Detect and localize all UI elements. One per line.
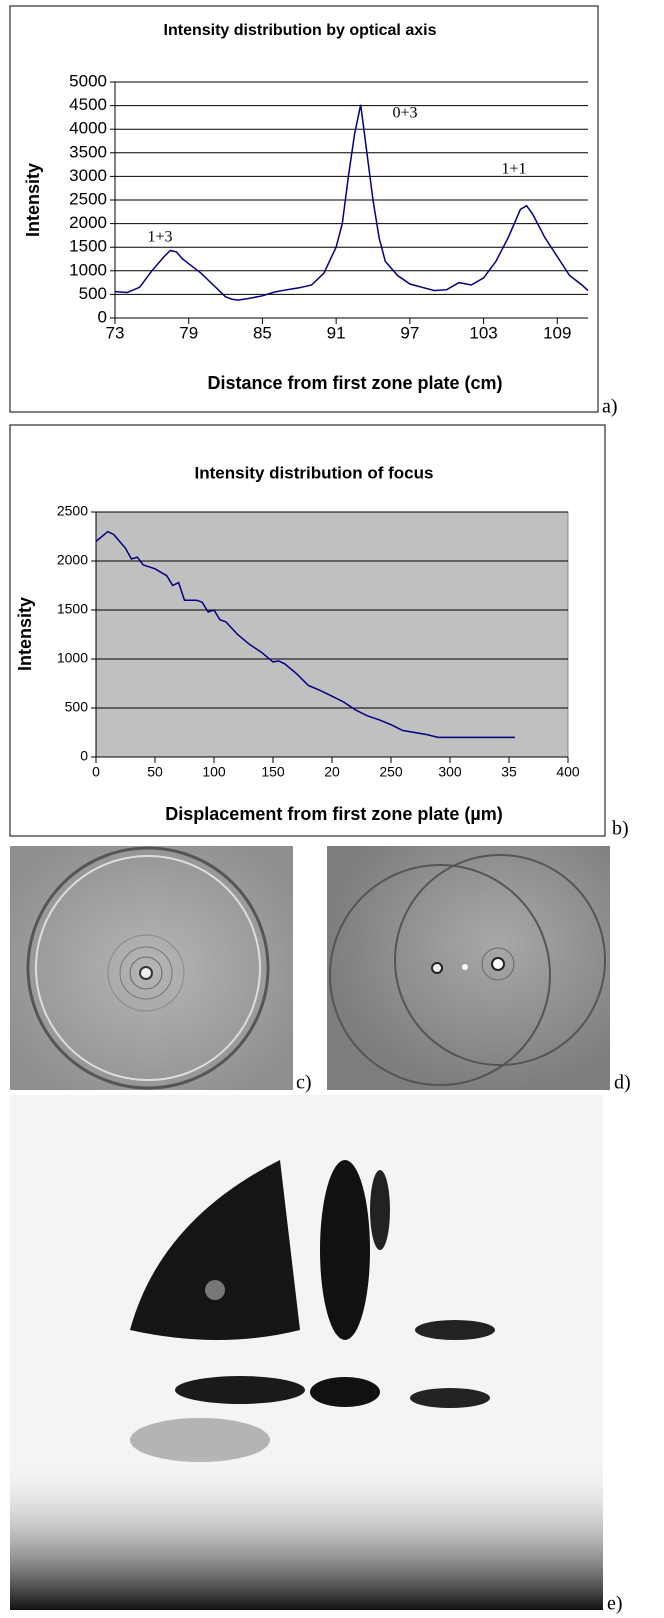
x-tick-label: 79 (179, 323, 198, 342)
x-tick-label: 50 (147, 764, 163, 780)
x-tick-label: 91 (327, 323, 346, 342)
chart-title: Intensity distribution of focus (195, 463, 434, 482)
x-tick-label: 20 (324, 764, 340, 780)
x-tick-label: 109 (543, 323, 571, 342)
panel-label: e) (607, 1593, 623, 1615)
annotation: 0+3 (392, 105, 417, 122)
y-tick-label: 500 (65, 699, 89, 715)
y-axis-label: Intensity (23, 163, 43, 237)
x-axis-label: Distance from first zone plate (cm) (207, 373, 502, 393)
y-tick-label: 2500 (57, 503, 88, 519)
y-tick-label: 2500 (69, 189, 107, 208)
x-tick-label: 250 (379, 764, 403, 780)
image-e (10, 1095, 603, 1610)
y-tick-label: 2000 (69, 213, 107, 232)
y-tick-label: 1500 (57, 601, 88, 617)
y-tick-label: 1000 (69, 260, 107, 279)
panel-label: a) (602, 396, 618, 418)
image-d (327, 846, 610, 1090)
y-tick-label: 3000 (69, 166, 107, 185)
panel-label: b) (612, 818, 629, 840)
y-tick-label: 1500 (69, 237, 107, 256)
annotation: 1+3 (147, 229, 172, 246)
x-tick-label: 103 (469, 323, 497, 342)
y-tick-label: 2000 (57, 552, 88, 568)
y-axis-label: Intensity (15, 597, 35, 671)
y-tick-label: 3500 (69, 142, 107, 161)
y-tick-label: 4000 (69, 119, 107, 138)
y-tick-label: 0 (80, 748, 88, 764)
x-axis-label: Displacement from first zone plate (µm) (165, 804, 502, 824)
x-tick-label: 85 (253, 323, 272, 342)
y-tick-label: 4500 (69, 95, 107, 114)
plot-area (95, 511, 569, 758)
x-tick-label: 300 (438, 764, 462, 780)
data-line (95, 530, 515, 739)
x-tick-label: 35 (501, 764, 517, 780)
chart-title: Intensity distribution by optical axis (164, 22, 437, 39)
y-tick-label: 0 (98, 307, 107, 326)
panel-label: d) (614, 1072, 631, 1094)
x-tick-label: 100 (202, 764, 226, 780)
x-tick-label: 73 (106, 323, 125, 342)
x-tick-label: 97 (400, 323, 419, 342)
chart-frame (9, 5, 599, 413)
y-tick-label: 1000 (57, 650, 88, 666)
panel-label: c) (296, 1072, 312, 1094)
y-tick-label: 500 (79, 284, 107, 303)
data-line (114, 104, 589, 301)
y-tick-label: 5000 (69, 71, 107, 90)
x-tick-label: 0 (92, 764, 100, 780)
x-tick-label: 150 (261, 764, 285, 780)
annotation: 1+1 (501, 161, 526, 178)
image-c (10, 846, 293, 1090)
chart-frame (9, 424, 606, 837)
x-tick-label: 400 (556, 764, 580, 780)
